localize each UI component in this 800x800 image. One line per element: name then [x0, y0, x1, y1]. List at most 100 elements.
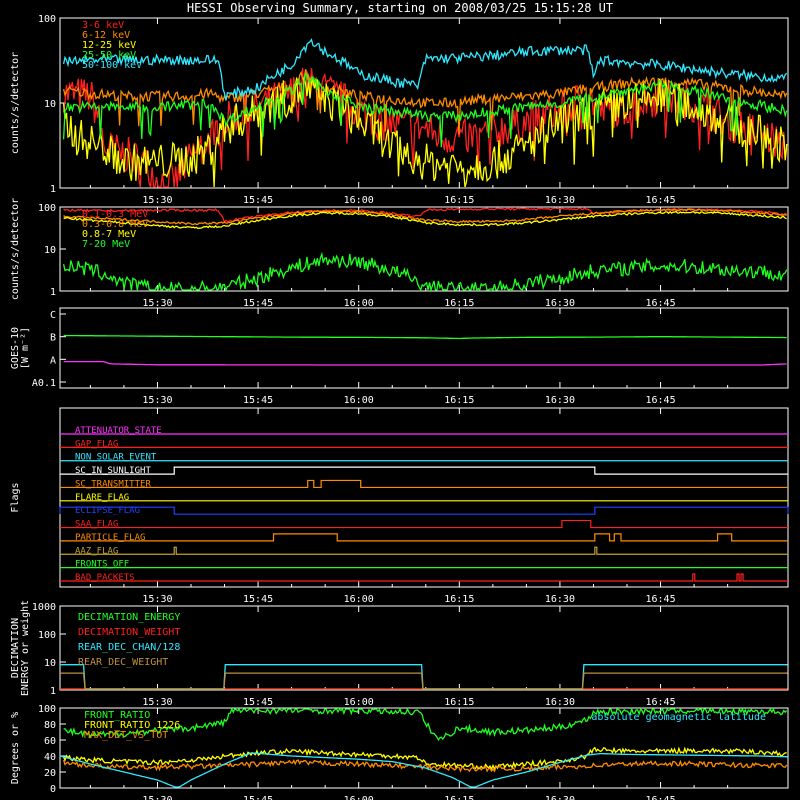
y-axis-label-2: ENERGY or weight — [20, 600, 31, 696]
flag-label-9: AAZ_FLAG — [75, 546, 118, 556]
flags-time-label: 15:45 — [243, 594, 273, 605]
count_rates_low-series-2 — [62, 76, 788, 188]
legend-entry-3: 25-50 keV — [82, 50, 136, 61]
legend-entry-0: 3-6 keV — [82, 20, 124, 31]
goes-y-tick-label: A0.1 — [32, 378, 56, 389]
legend-entry-2: 12-25 keV — [82, 40, 136, 51]
legend-entry-0: FRONT_RATIO — [84, 710, 150, 721]
ratios-y-tick-label: 40 — [44, 752, 56, 763]
legend-entry-1: FRONT_RATIO_1226 — [84, 720, 180, 731]
decimation-time-label: 15:30 — [142, 697, 172, 708]
decimation-y-tick-label: 1 — [50, 686, 56, 697]
count_rates_high-time-label: 16:15 — [444, 298, 474, 309]
goes-time-label: 15:30 — [142, 395, 172, 406]
count_rates_low-series-4 — [62, 38, 788, 101]
flag-trace-6 — [59, 506, 789, 515]
legend-entry-4: 50-100 keV — [82, 60, 142, 71]
flag-label-1: GAP_FLAG — [75, 439, 118, 449]
count_rates_low-y-tick-label: 1 — [50, 184, 56, 195]
panel-ratios: 15:30 15:45 16:00 16:15 16:30 16:45 Degrees or… — [10, 704, 789, 800]
flag-label-6: ECLIPSE_FLAG — [75, 506, 140, 516]
goes-time-label: 15:45 — [243, 395, 273, 406]
ratios-series-0 — [63, 706, 788, 742]
y-axis-label: counts/s/detector — [10, 52, 21, 154]
flag-label-3: SC_IN_SUNLIGHT — [75, 466, 151, 476]
y-axis-label: Flags — [10, 482, 21, 512]
flag-trace-7 — [60, 519, 788, 529]
decimation-frame — [59, 605, 789, 691]
goes-frame — [59, 307, 789, 389]
count_rates_high-series-1 — [63, 208, 788, 226]
count_rates_high-time-label: 15:30 — [142, 298, 172, 309]
goes-y-tick-label: A — [50, 355, 56, 366]
goes-series-0 — [63, 334, 787, 340]
ratios-time-label: 16:15 — [444, 795, 474, 800]
count_rates_low-time-label: 16:30 — [545, 195, 575, 206]
panel-count_rates_low: 15:30 15:45 16:00 16:15 16:30 16:45 counts/s/d… — [10, 14, 789, 206]
goes-time-label: 16:30 — [545, 395, 575, 406]
legend-entry-1: DECIMATION_WEIGHT — [78, 627, 180, 638]
flag-trace-4 — [60, 479, 788, 489]
ratios-series-1 — [63, 746, 787, 771]
flag-label-0: ATTENUATOR_STATE — [75, 426, 162, 436]
flags-time-label: 16:45 — [645, 594, 675, 605]
ratios-y-tick-label: 100 — [38, 704, 56, 715]
count_rates_low-time-label: 15:30 — [142, 195, 172, 206]
count_rates_low-time-label: 16:45 — [645, 195, 675, 206]
flag-trace-3 — [60, 466, 788, 475]
flag-label-5: FLARE_FLAG — [75, 493, 129, 503]
y-axis-label: GOES-10 — [10, 327, 21, 369]
ratios-series-3 — [59, 752, 788, 788]
count_rates_low-time-label: 16:00 — [344, 195, 374, 206]
flag-trace-11 — [60, 573, 788, 582]
flags-time-label: 16:30 — [545, 594, 575, 605]
ratios-time-label: 15:45 — [243, 795, 273, 800]
panel-count_rates_high: 15:30 15:45 16:00 16:15 16:30 16:45 counts/s/d… — [10, 198, 789, 309]
ratios-time-label: 16:30 — [545, 795, 575, 800]
decimation-y-tick-label: 1000 — [32, 602, 56, 613]
count_rates_low-time-label: 16:15 — [444, 195, 474, 206]
legend-entry-2: REAR_DEC_CHAN/128 — [78, 642, 180, 653]
legend-entry-0: DECIMATION_ENERGY — [78, 612, 180, 623]
flags-frame — [59, 407, 789, 588]
flag-label-11: BAD_PACKETS — [75, 573, 135, 583]
flags-time-label: 15:30 — [142, 594, 172, 605]
decimation-time-label: 16:30 — [545, 697, 575, 708]
y-axis-label: counts/s/detector — [10, 198, 21, 300]
panel-decimation: 15:30 15:45 16:00 16:15 16:30 16:45 DECIMATION… — [10, 600, 789, 708]
count_rates_high-series-2 — [63, 210, 787, 229]
figure-title: HESSI Observing Summary, starting on 200… — [187, 1, 613, 15]
flags-time-label: 16:00 — [344, 594, 374, 605]
legend-entry-1: 6-12 keV — [82, 30, 130, 41]
goes-series-1 — [63, 360, 787, 366]
decimation-series-3 — [60, 672, 788, 690]
y-axis-label: Degrees or % — [10, 712, 21, 784]
count_rates_high-series-3 — [62, 251, 788, 293]
ratios-time-label: 16:00 — [344, 795, 374, 800]
decimation-y-tick-label: 10 — [44, 658, 56, 669]
decimation-time-label: 16:00 — [344, 697, 374, 708]
count_rates_low-time-label: 15:45 — [243, 195, 273, 206]
ratios-time-label: 15:30 — [142, 795, 172, 800]
y-axis-label-2: [W m⁻²] — [20, 327, 31, 369]
count_rates_high-time-label: 16:00 — [344, 298, 374, 309]
flag-label-2: NON_SOLAR_EVENT — [75, 453, 157, 463]
flag-label-10: FRONTS_OFF — [75, 560, 129, 570]
count_rates_high-y-tick-label: 1 — [50, 287, 56, 298]
legend-entry-0: 0.1-0.3 MeV — [82, 209, 148, 220]
ratios-y-tick-label: 20 — [44, 768, 56, 779]
count_rates_high-time-label: 16:30 — [545, 298, 575, 309]
goes-time-label: 16:45 — [645, 395, 675, 406]
goes-y-tick-label: B — [50, 333, 56, 344]
ratios-frame — [59, 707, 789, 789]
decimation-time-label: 16:15 — [444, 697, 474, 708]
count_rates_low-y-tick-label: 10 — [44, 99, 56, 110]
count_rates_high-y-tick-label: 100 — [38, 203, 56, 214]
legend-entry-2: MAX_DET_VS_TOT — [84, 730, 168, 741]
ratios-time-label: 16:45 — [645, 795, 675, 800]
decimation-y-tick-label: 100 — [38, 630, 56, 641]
geomagnetic-latitude-annotation: absolute geomagnetic latitude — [591, 712, 766, 723]
flag-trace-9 — [60, 546, 788, 555]
count_rates_low-y-tick-label: 100 — [38, 14, 56, 25]
